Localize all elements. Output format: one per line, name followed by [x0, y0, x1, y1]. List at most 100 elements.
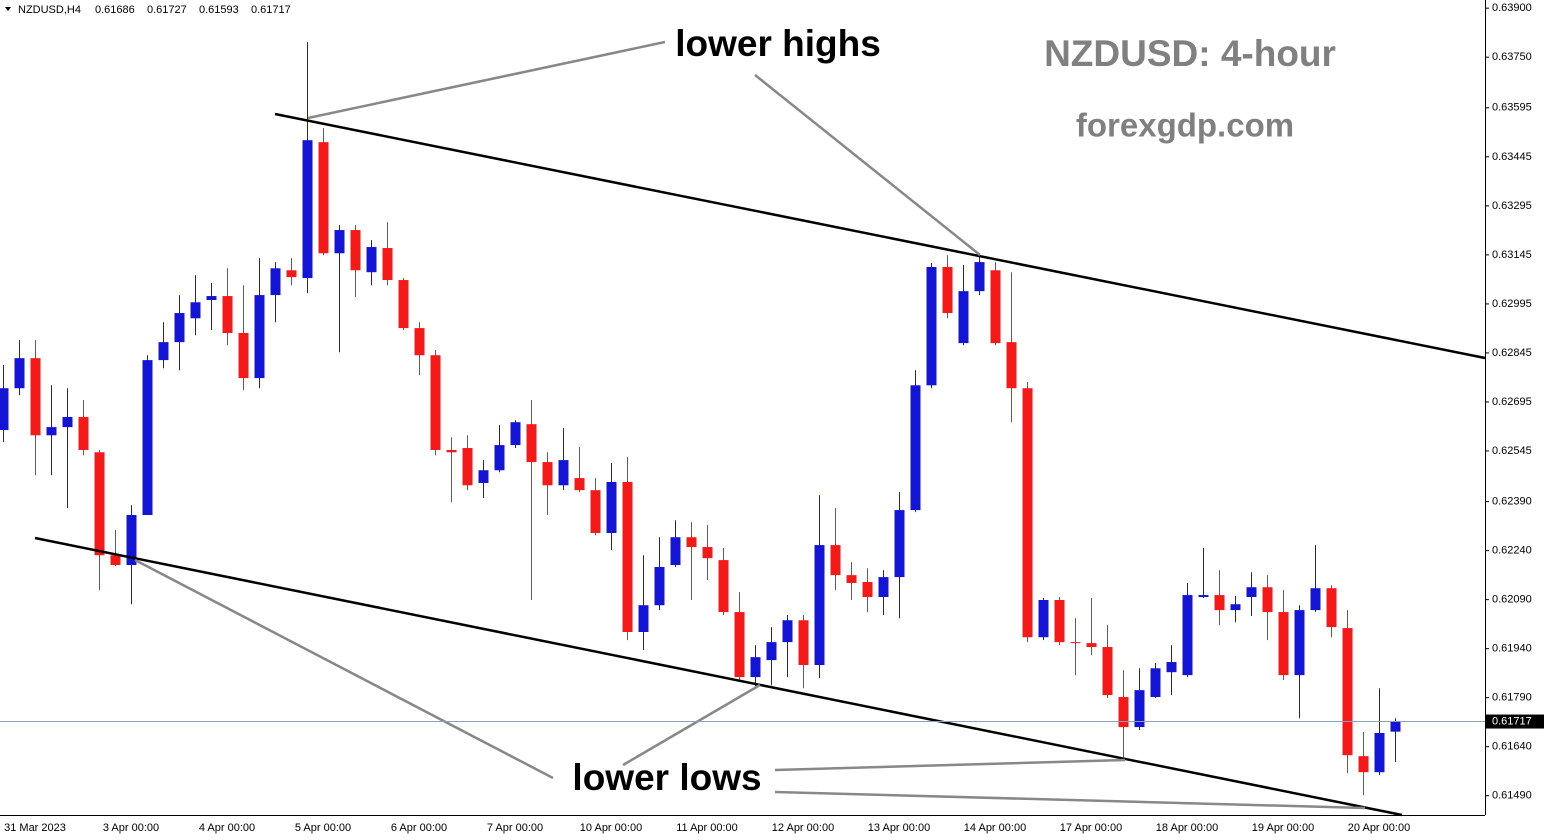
y-tick-label: 0.62845: [1492, 347, 1532, 359]
annotation: lower lows: [572, 757, 761, 798]
candle-body: [750, 657, 761, 678]
candle-body: [126, 515, 137, 566]
pointer: [307, 40, 666, 120]
last-price-box: [1486, 714, 1544, 729]
candle-body: [638, 605, 649, 633]
x-tick-label: 11 Apr 00:00: [676, 822, 738, 834]
candle-body: [942, 266, 953, 314]
candle-body: [1246, 587, 1257, 598]
last-price-label: 0.61717: [1492, 715, 1532, 727]
x-tick-label: 17 Apr 00:00: [1060, 822, 1122, 834]
candle-body: [910, 385, 921, 511]
candle-body: [478, 470, 489, 483]
pointer: [622, 683, 761, 767]
candle-body: [158, 342, 169, 361]
x-tick-label: 7 Apr 00:00: [487, 822, 543, 834]
y-tick-label: 0.62240: [1492, 545, 1532, 557]
x-tick-label: 5 Apr 00:00: [295, 822, 351, 834]
candle-body: [62, 416, 73, 428]
candle-body: [446, 449, 457, 453]
candle-body: [398, 280, 409, 329]
candle-body: [174, 313, 185, 343]
candle-body: [1070, 642, 1081, 644]
candle-body: [1038, 599, 1049, 638]
candle-body: [654, 566, 665, 606]
x-tick-label: 6 Apr 00:00: [391, 822, 447, 834]
y-tick-label: 0.63295: [1492, 200, 1532, 212]
pointers: [134, 40, 1366, 810]
candle-body: [462, 448, 473, 486]
y-tick-label: 0.61790: [1492, 692, 1532, 704]
candle-body: [302, 140, 313, 279]
candle-body: [1230, 604, 1241, 611]
y-tick-label: 0.62390: [1492, 496, 1532, 508]
candle-body: [1086, 643, 1097, 648]
pointer: [134, 558, 554, 780]
pointer: [754, 74, 981, 256]
candle-body: [1262, 587, 1273, 613]
x-tick-label: 18 Apr 00:00: [1156, 822, 1218, 834]
candle-body: [382, 248, 393, 281]
candle-body: [1326, 588, 1337, 628]
candle-body: [798, 620, 809, 666]
candle-body: [510, 422, 521, 446]
chart-title: NZDUSD: 4-hour: [1044, 33, 1336, 74]
candle-body: [350, 230, 361, 271]
candle-body: [1358, 756, 1369, 773]
candle-body: [862, 582, 873, 598]
candle-body: [142, 360, 153, 516]
pointer: [774, 758, 1126, 772]
x-tick-label: 31 Mar 2023: [4, 822, 66, 834]
y-tick-label: 0.61940: [1492, 643, 1532, 655]
annotation: lower highs: [675, 23, 881, 64]
candle-body: [1278, 612, 1289, 676]
x-tick-label: 14 Apr 00:00: [964, 822, 1026, 834]
x-tick-label: 13 Apr 00:00: [868, 822, 930, 834]
candle-body: [254, 295, 265, 379]
candles: [0, 42, 1401, 796]
candle-body: [878, 577, 889, 598]
candle-body: [1022, 388, 1033, 638]
candle-body: [1390, 721, 1401, 732]
candle-body: [494, 445, 505, 471]
candle-body: [206, 296, 217, 300]
candle-body: [334, 230, 345, 254]
y-tick-label: 0.63900: [1492, 2, 1532, 14]
candle-body: [1150, 668, 1161, 698]
candle-body: [1118, 697, 1129, 728]
candle-body: [782, 620, 793, 643]
y-tick-label: 0.62695: [1492, 396, 1532, 408]
candle-body: [190, 302, 201, 319]
candle-body: [830, 545, 841, 576]
candle-body: [1342, 628, 1353, 756]
candle-body: [1310, 588, 1321, 611]
candle-body: [894, 510, 905, 578]
candle-body: [1198, 595, 1209, 598]
y-tick-label: 0.63145: [1492, 249, 1532, 261]
candle-body: [1134, 690, 1145, 728]
candle-body: [430, 355, 441, 450]
candle-body: [558, 460, 569, 486]
candle-body: [14, 358, 25, 389]
candle-body: [926, 266, 937, 386]
x-tick-label: 4 Apr 00:00: [199, 822, 255, 834]
y-tick-label: 0.62090: [1492, 594, 1532, 606]
candle-body: [974, 262, 985, 292]
header-high: 0.61727: [147, 4, 187, 16]
candle-body: [686, 537, 697, 548]
chart-subtitle: forexgdp.com: [1076, 107, 1294, 144]
candle-body: [1006, 342, 1017, 389]
candle-body: [30, 358, 41, 436]
y-tick-label: 0.63750: [1492, 51, 1532, 63]
candle-body: [526, 424, 537, 463]
candle-body: [1294, 610, 1305, 676]
menu-arrow: [5, 7, 11, 11]
candle-body: [1214, 595, 1225, 611]
candle-body: [94, 452, 105, 556]
header-low: 0.61593: [199, 4, 239, 16]
x-tick-label: 19 Apr 00:00: [1252, 822, 1314, 834]
upper-trend-line: [274, 112, 1486, 360]
pointer: [774, 790, 1366, 810]
